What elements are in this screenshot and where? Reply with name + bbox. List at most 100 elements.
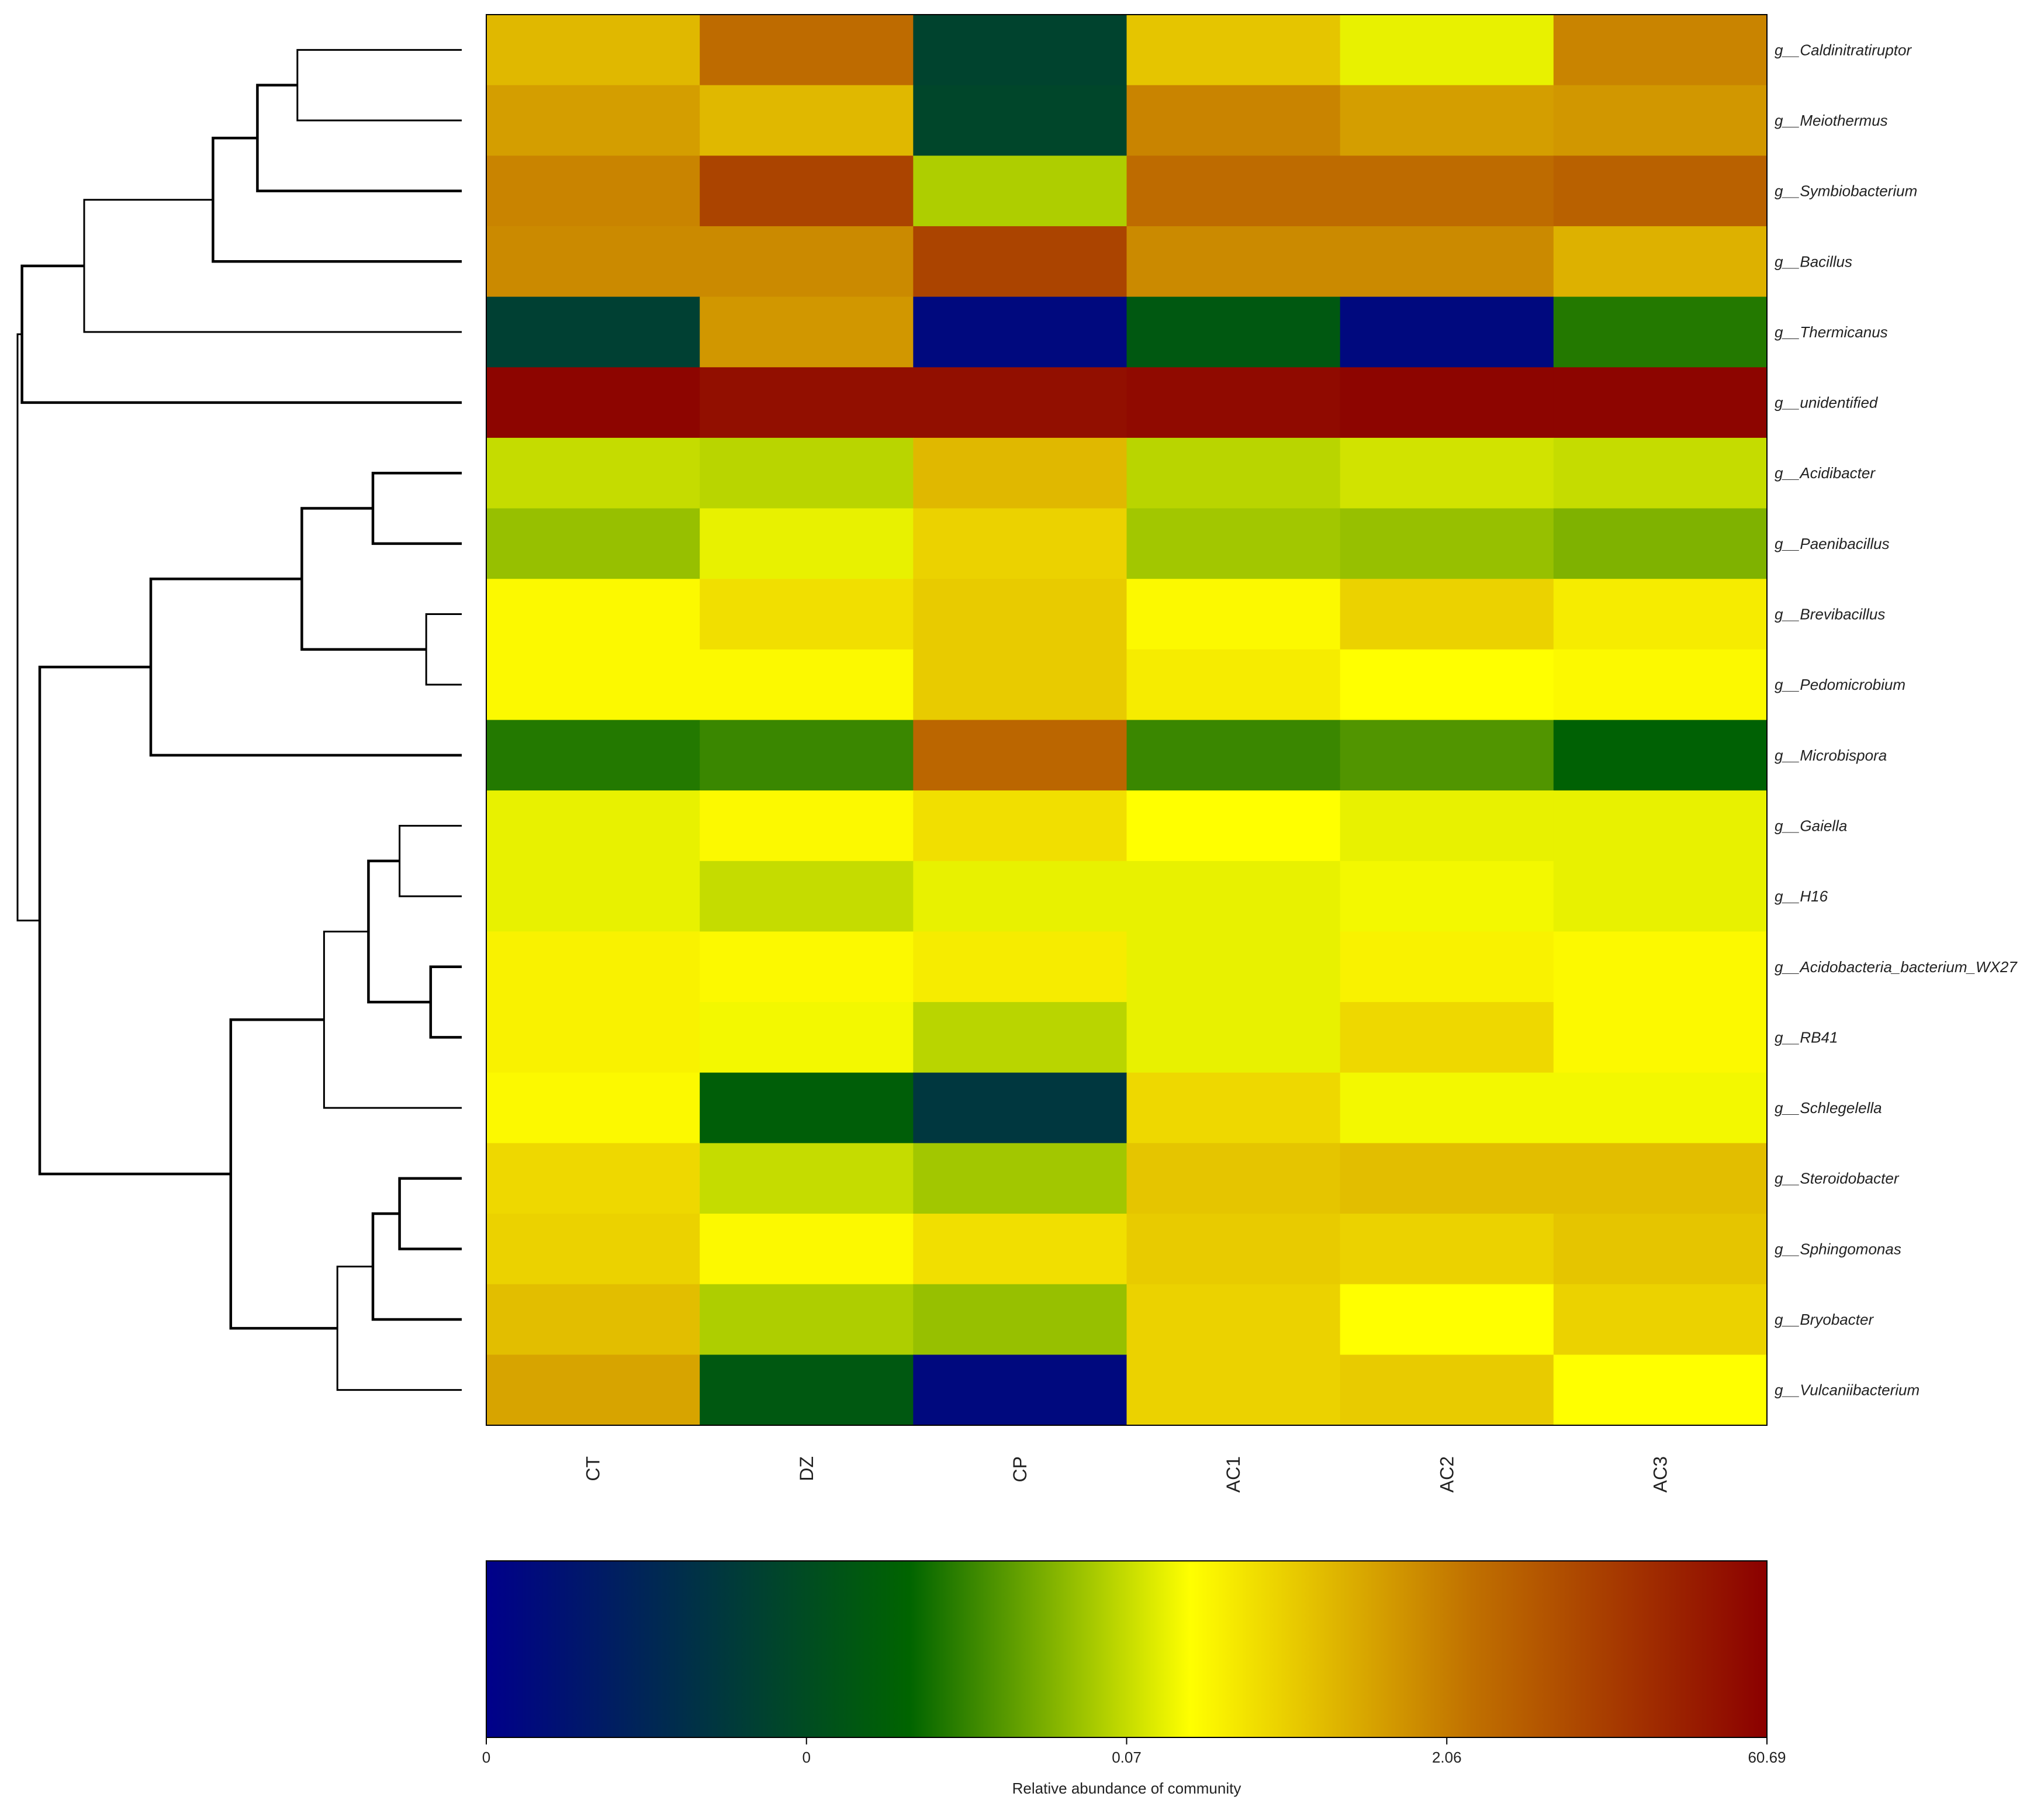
heatmap-cell [1126, 85, 1341, 156]
heatmap-frame [486, 14, 1768, 1426]
column-label: AC1 [1223, 1456, 1244, 1492]
heatmap-cell [700, 1143, 914, 1214]
heatmap-cell [486, 367, 700, 438]
dendrogram-branch [38, 665, 231, 1176]
heatmap-cell [1340, 579, 1554, 650]
heatmap-cell [1340, 790, 1554, 862]
heatmap-cell [1553, 1002, 1768, 1073]
column-label: CP [1009, 1456, 1030, 1482]
heatmap-cell [913, 649, 1128, 721]
heatmap-cell [1126, 1072, 1341, 1143]
row-label: g__Sphingomonas [1775, 1240, 1901, 1257]
heatmap-cell [1340, 1214, 1554, 1285]
heatmap-cell [700, 437, 914, 509]
row-label: g__Vulcaniibacterium [1775, 1381, 1920, 1399]
heatmap-cell [486, 15, 700, 86]
column-label: CT [583, 1456, 604, 1481]
heatmap-cell [700, 579, 914, 650]
heatmap-cell [1553, 931, 1768, 1003]
heatmap-cell [700, 649, 914, 721]
heatmap-cell [913, 1355, 1128, 1426]
heatmap-cell [486, 861, 700, 932]
heatmap-cell [700, 85, 914, 156]
heatmap-cell [1340, 1284, 1554, 1355]
heatmap-cell [1126, 1214, 1341, 1285]
column-label: AC3 [1649, 1456, 1671, 1492]
row-label: g__Caldinitratiruptor [1775, 41, 1912, 58]
dendrogram-branch [323, 930, 462, 1109]
dendrogram-branch [398, 1177, 462, 1250]
heatmap-cell [1126, 367, 1341, 438]
heatmap-cell [700, 15, 914, 86]
dendrogram-branch [20, 264, 462, 404]
colorbar-gradient [486, 1560, 1768, 1738]
heatmap-cell [1553, 649, 1768, 721]
colorbar-tick-label: 60.69 [1748, 1749, 1786, 1766]
dendrogram-branch [149, 577, 462, 757]
row-label: g__Microbispora [1775, 747, 1887, 764]
row-labels: g__Caldinitratiruptor g__Meiothermus g__Sy… [1775, 41, 2018, 1398]
dendrogram-branch [212, 136, 462, 263]
heatmap-cell [486, 85, 700, 156]
heatmap-cell [1340, 226, 1554, 298]
heatmap-cell [1340, 15, 1554, 86]
heatmap-cell [1553, 720, 1768, 791]
heatmap-cell [486, 1002, 700, 1073]
heatmap-cell [1553, 1143, 1768, 1214]
dendrogram-branch [300, 507, 427, 651]
heatmap-cell [486, 156, 700, 227]
row-label: g__Steroidobacter [1775, 1170, 1900, 1187]
heatmap-cell [913, 931, 1128, 1003]
heatmap-cell [913, 156, 1128, 227]
row-label: g__Bryobacter [1775, 1311, 1874, 1328]
heatmap-cell [913, 790, 1128, 862]
heatmap-cell [486, 790, 700, 862]
heatmap-cell [700, 720, 914, 791]
heatmap-cell [1553, 226, 1768, 298]
row-label: g__Brevibacillus [1775, 606, 1885, 623]
heatmap-cell [1340, 931, 1554, 1003]
dendrogram-branch [256, 84, 462, 192]
heatmap-cells [486, 15, 1768, 1426]
row-label: g__Acidibacter [1775, 464, 1876, 482]
heatmap-cell [700, 1284, 914, 1355]
row-label: g__Gaiella [1775, 817, 1847, 834]
heatmap-cell [913, 437, 1128, 509]
heatmap-cell [1126, 1355, 1341, 1426]
heatmap-cell [1553, 437, 1768, 509]
heatmap-cell [1126, 579, 1341, 650]
heatmap-cell [700, 1355, 914, 1426]
column-label: DZ [796, 1456, 817, 1481]
heatmap-cell [1340, 1072, 1554, 1143]
row-label: g__Symbiobacterium [1775, 182, 1917, 200]
heatmap-cell [700, 367, 914, 438]
heatmap-cell [913, 508, 1128, 579]
heatmap-cell [1126, 1143, 1341, 1214]
heatmap-cell [1126, 720, 1341, 791]
heatmap-cell [1340, 861, 1554, 932]
heatmap-cell [1553, 579, 1768, 650]
colorbar-tick-label: 0.07 [1112, 1749, 1142, 1766]
heatmap-cell [1340, 156, 1554, 227]
heatmap-cell [700, 508, 914, 579]
heatmap-cell [700, 790, 914, 862]
heatmap-cell [913, 861, 1128, 932]
heatmap-cell [1340, 367, 1554, 438]
heatmap-cell [1126, 649, 1341, 721]
heatmap-cell [913, 1143, 1128, 1214]
heatmap-cell [486, 1143, 700, 1214]
heatmap-cell [1553, 85, 1768, 156]
heatmap-cell [1126, 437, 1341, 509]
heatmap-cell [1553, 156, 1768, 227]
heatmap-cell [486, 931, 700, 1003]
dendrogram-branch [336, 1266, 462, 1391]
heatmap-cell [1340, 720, 1554, 791]
heatmap-cell [486, 649, 700, 721]
heatmap-cell [913, 226, 1128, 298]
colorbar-tick-label: 2.06 [1432, 1749, 1462, 1766]
dendrogram-branch [229, 1018, 338, 1330]
heatmap-cell [1553, 790, 1768, 862]
heatmap-cell [700, 1002, 914, 1073]
heatmap-cell [1553, 1214, 1768, 1285]
